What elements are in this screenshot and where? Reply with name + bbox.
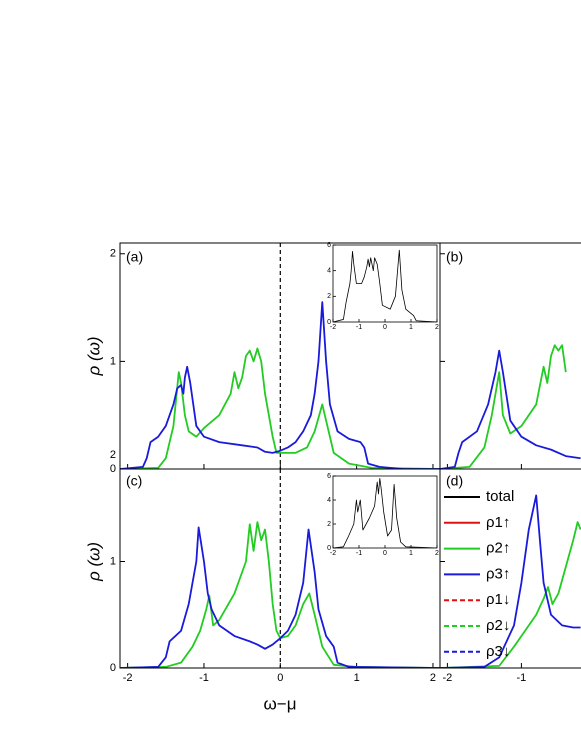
series-line (440, 494, 581, 668)
legend-label: ρ3↓ (486, 643, 510, 660)
legend-label: ρ3↑ (486, 565, 510, 582)
x-tick-label: -1 (356, 550, 362, 557)
panel-label: (d) (446, 473, 463, 489)
x-tick-label: 0 (277, 672, 283, 684)
plot-area (333, 476, 437, 548)
y-tick-label: 4 (327, 268, 331, 275)
x-tick-label: -1 (517, 672, 527, 684)
inset: -2 -1 0 1 2 0 2 4 6 (327, 242, 439, 331)
plot-lines (120, 521, 441, 668)
plot-frame (332, 244, 438, 323)
plot-frame (439, 454, 581, 669)
y-tick-label: 0 (110, 662, 116, 674)
x-tick-label: 0 (383, 324, 387, 331)
series-line (440, 349, 581, 469)
series-line (440, 521, 581, 668)
x-tick-label: -1 (199, 672, 209, 684)
panel: (b) (439, 242, 581, 470)
series-line (120, 521, 441, 668)
panel-label: (b) (446, 249, 463, 265)
y-tick-label: 6 (327, 473, 331, 480)
x-tick-label: 2 (430, 672, 436, 684)
plot-lines (440, 494, 581, 668)
series-line (333, 249, 437, 322)
y-tick-label: 2 (110, 248, 116, 260)
legend-label: ρ1↓ (486, 591, 510, 608)
inset: -2 -1 0 1 2 0 2 4 6 (327, 473, 439, 557)
panel: -2 -1 (d) total ρ1↑ ρ2↑ ρ3↑ ρ1↓ ρ2↓ ρ3↓ (439, 454, 581, 684)
x-tick-label: 1 (409, 324, 413, 331)
y-axis-label: ρ (ω) (84, 542, 103, 582)
plot-frame (332, 475, 438, 549)
x-tick-label: 2 (435, 324, 439, 331)
plot-lines (333, 478, 437, 548)
x-tick-label: -2 (330, 550, 336, 557)
legend-label: ρ1↑ (486, 514, 510, 531)
y-tick-label: 4 (327, 497, 331, 504)
y-tick-label: 0 (110, 463, 116, 475)
y-tick-label: 2 (327, 293, 331, 300)
plot-area (333, 245, 437, 322)
series-line (120, 301, 441, 469)
panel-label: (a) (126, 249, 143, 265)
series-line (440, 344, 567, 469)
x-tick-label: 0 (383, 550, 387, 557)
legend-label: total (486, 488, 514, 505)
x-tick-label: 1 (409, 550, 413, 557)
series-line (333, 478, 437, 548)
x-tick-label: -2 (330, 324, 336, 331)
plot-frame (439, 242, 581, 470)
plot-lines (333, 249, 437, 322)
panel-label: (c) (126, 473, 142, 489)
plot-lines (440, 344, 581, 469)
plot-lines (120, 301, 441, 469)
y-tick-label: 2 (110, 449, 116, 461)
x-tick-label: -1 (356, 324, 362, 331)
y-axis-label: ρ (ω) (84, 336, 103, 376)
x-axis-label: ω−μ (264, 694, 297, 713)
y-tick-label: 0 (327, 545, 331, 552)
y-tick-label: 6 (327, 242, 331, 249)
y-tick-label: 1 (110, 355, 116, 367)
legend-label: ρ2↓ (486, 617, 510, 634)
y-tick-label: 2 (327, 521, 331, 528)
x-tick-label: 2 (435, 550, 439, 557)
x-tick-label: -2 (443, 672, 453, 684)
series-line (120, 526, 441, 668)
legend-label: ρ2↑ (486, 540, 510, 557)
plot-area (440, 243, 581, 469)
x-tick-label: -2 (123, 672, 133, 684)
series-line (120, 347, 441, 469)
x-tick-label: 1 (354, 672, 360, 684)
y-tick-label: 0 (327, 319, 331, 326)
y-tick-label: 1 (110, 555, 116, 567)
